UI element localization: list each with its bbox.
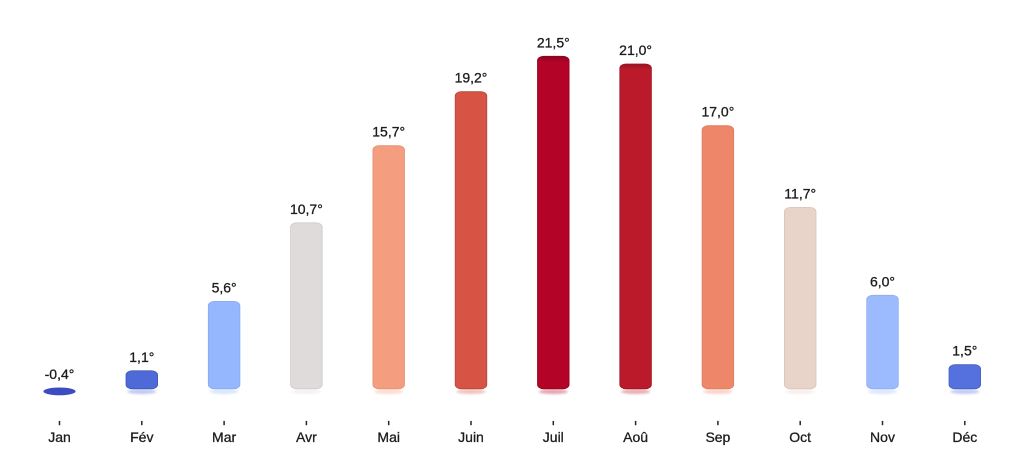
svg-text:17,0°: 17,0° — [701, 104, 734, 120]
svg-text:15,7°: 15,7° — [372, 124, 405, 140]
svg-text:Jan: Jan — [48, 429, 71, 445]
svg-text:Mai: Mai — [377, 429, 400, 445]
svg-text:Nov: Nov — [870, 429, 895, 445]
svg-text:Fév: Fév — [130, 429, 153, 445]
svg-text:Oct: Oct — [789, 429, 811, 445]
svg-text:11,7°: 11,7° — [784, 185, 816, 201]
svg-text:Juil: Juil — [543, 429, 564, 445]
svg-text:Juin: Juin — [458, 429, 484, 445]
svg-text:21,5°: 21,5° — [537, 34, 570, 50]
svg-text:6,0°: 6,0° — [870, 273, 895, 289]
svg-text:1,1°: 1,1° — [129, 349, 154, 365]
svg-text:Mar: Mar — [212, 429, 236, 445]
svg-text:Déc: Déc — [952, 429, 977, 445]
svg-text:19,2°: 19,2° — [455, 70, 488, 86]
svg-text:Sep: Sep — [705, 429, 730, 445]
svg-text:1,5°: 1,5° — [952, 343, 977, 359]
svg-text:Aoû: Aoû — [623, 429, 648, 445]
svg-text:5,6°: 5,6° — [212, 279, 237, 295]
svg-text:10,7°: 10,7° — [290, 201, 323, 217]
svg-text:-0,4°: -0,4° — [45, 366, 75, 382]
svg-text:Avr: Avr — [296, 429, 317, 445]
svg-text:21,0°: 21,0° — [619, 42, 652, 58]
